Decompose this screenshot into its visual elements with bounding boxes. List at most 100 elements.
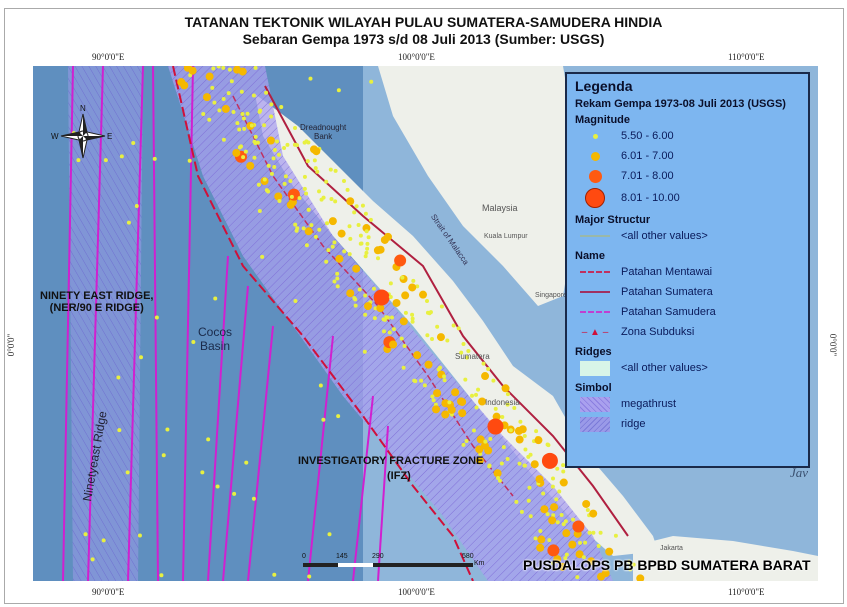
earthquake-marker [555,520,560,525]
earthquake-marker [242,126,247,131]
earthquake-marker [360,203,365,208]
earthquake-marker [473,392,478,397]
earthquake-marker [206,437,211,442]
earthquake-marker [501,445,506,450]
earthquake-marker [413,351,422,360]
earthquake-marker [241,116,246,121]
earthquake-marker [547,538,552,543]
legend-label: 6.01 - 7.00 [621,150,674,162]
legend-label: Patahan Samudera [621,306,716,318]
earthquake-marker [354,204,359,209]
earthquake-marker [442,374,447,379]
earthquake-marker [401,291,410,300]
earthquake-marker [559,513,564,518]
earthquake-marker [433,389,442,398]
malaysia-label: Malaysia [482,203,518,213]
subduction-line-icon: ‒ ▲ ‒ [581,326,609,338]
earthquake-marker [313,234,318,239]
earthquake-marker [541,491,546,496]
earthquake-marker [533,536,538,541]
earthquake-marker [282,145,287,150]
earthquake-marker [568,540,577,549]
earthquake-marker [636,574,645,581]
earthquake-marker [103,158,108,163]
earthquake-marker [550,484,555,489]
earthquake-marker [249,123,254,128]
line-icon [580,235,610,237]
earthquake-marker [545,512,550,517]
earthquake-marker [465,355,470,360]
lon-label-bottom: 90°0'0"E [92,587,125,597]
earthquake-marker [430,337,435,342]
earthquake-marker [272,164,277,169]
earthquake-marker [345,187,350,192]
earthquake-marker [188,66,197,75]
earthquake-marker [191,339,196,344]
earthquake-marker [221,137,226,142]
earthquake-marker [387,330,392,335]
earthquake-marker [241,155,246,160]
earthquake-marker [515,435,524,444]
earthquake-marker [419,290,428,299]
earthquake-marker [332,240,337,245]
earthquake-marker [401,365,406,370]
scale-tick: 290 [372,553,384,560]
legend-label: 7.01 - 8.00 [621,170,674,182]
dashed-line-icon [580,271,610,273]
earthquake-marker [269,171,274,176]
earthquake-marker [213,296,218,301]
earthquake-marker [239,89,244,94]
dot-large-icon [588,169,602,183]
earthquake-marker [117,428,122,433]
earthquake-marker [324,259,329,264]
earthquake-marker [403,310,408,315]
ifz-label-abbrev: (IFZ) [387,470,411,482]
earthquake-marker [561,463,566,468]
earthquake-marker [518,419,523,424]
earthquake-marker [215,484,220,489]
java-sea-label: Jav [790,465,809,480]
map-canvas[interactable]: N E W [33,66,818,581]
earthquake-marker [410,312,415,317]
earthquake-marker [463,377,468,382]
earthquake-marker [260,254,265,259]
earthquake-marker [545,442,550,447]
earthquake-marker [410,316,415,321]
earthquake-marker [522,463,527,468]
earthquake-marker [101,538,106,543]
ifz-label: INVESTIGATORY FRACTURE ZONE [298,455,484,467]
earthquake-marker [358,233,363,238]
earthquake-marker [534,436,543,445]
earthquake-marker [309,223,314,228]
subduction-zone-line [172,66,474,581]
earthquake-marker [364,302,373,311]
earthquake-marker [555,466,560,471]
legend-item: 6.01 - 7.00 [575,146,800,166]
earthquake-marker [553,555,562,564]
earthquake-marker [364,229,369,234]
earthquake-marker [256,182,261,187]
earthquake-marker [483,439,488,444]
earthquake-marker [252,155,257,160]
earthquake-marker [371,286,376,291]
earthquake-marker [336,414,341,419]
map-subtitle: Sebaran Gempa 1973 s/d 08 Juli 2013 (Sum… [242,31,605,47]
earthquake-marker [330,244,335,249]
earthquake-marker [282,181,287,186]
earthquake-marker [563,556,568,561]
earthquake-marker [317,227,322,232]
earthquake-marker [451,388,460,397]
earthquake-marker [461,342,466,347]
legend-label: Zona Subduksi [621,326,695,338]
earthquake-marker [317,189,322,194]
earthquake-marker [293,222,298,227]
jakarta-label: Jakarta [660,545,683,552]
earthquake-marker [561,469,566,474]
earthquake-marker [501,384,510,393]
credit-label: PUSDALOPS PB BPBD SUMATERA BARAT [523,557,811,573]
earthquake-marker [419,378,424,383]
earthquake-marker [496,475,501,480]
earthquake-marker [598,530,603,535]
earthquake-marker [562,529,571,538]
earthquake-marker [442,378,447,383]
